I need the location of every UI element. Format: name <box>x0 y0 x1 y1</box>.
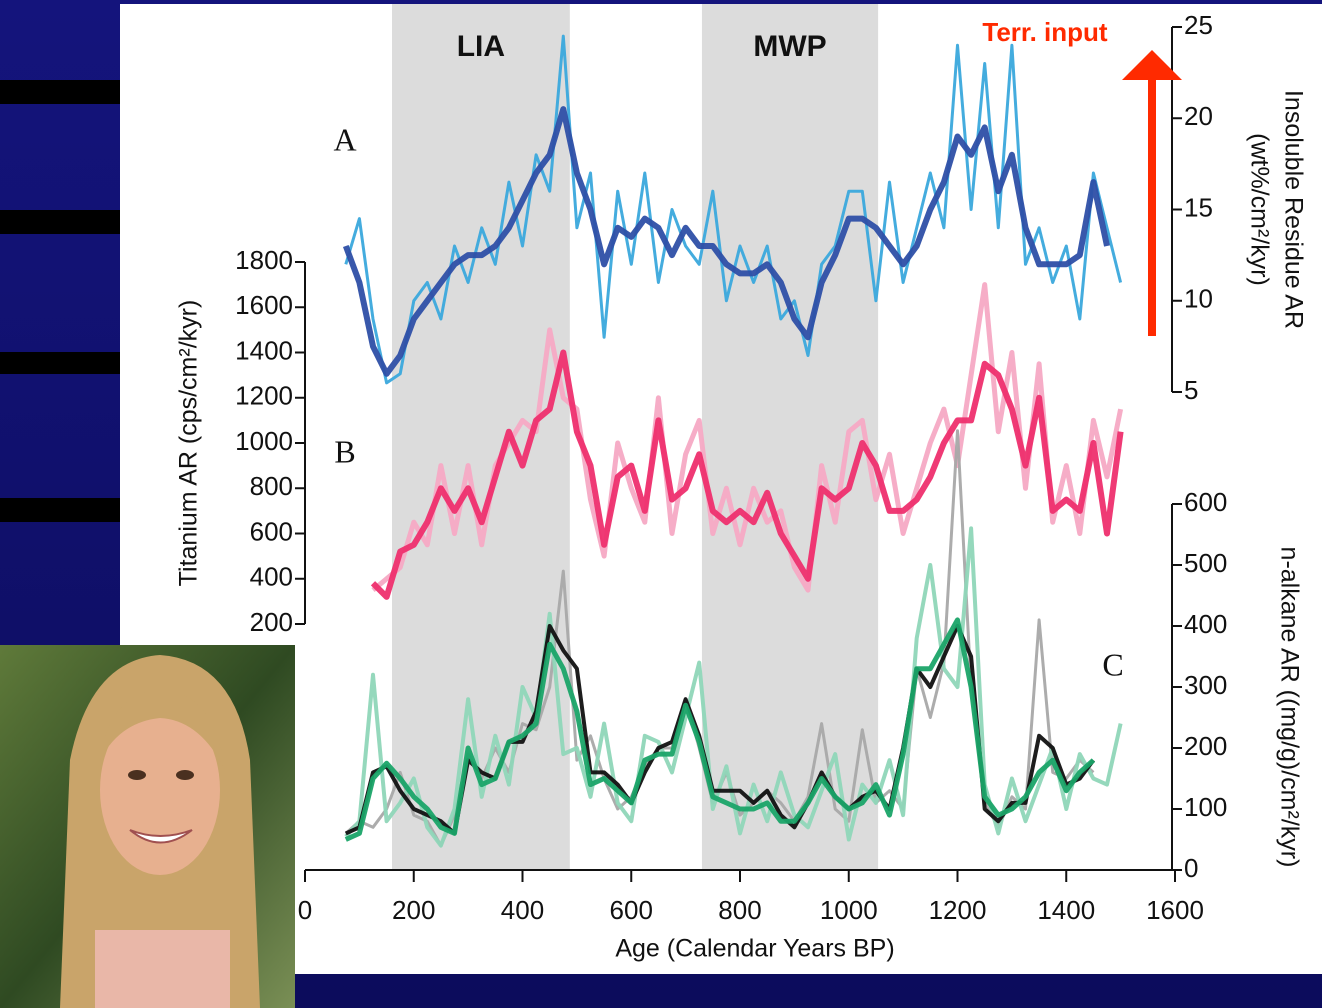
y-tick-label: 1800 <box>235 245 293 275</box>
region-label: MWP <box>753 30 826 63</box>
y-axis-label: n-alkane AR ((mg/g)/cm²/kyr) <box>1275 547 1303 868</box>
x-tick-label: 0 <box>298 895 312 925</box>
stripes <box>0 80 125 522</box>
y-tick-label: 200 <box>1184 731 1227 761</box>
y-tick-label: 800 <box>250 471 293 501</box>
shading <box>392 4 879 870</box>
panel-label: B <box>334 433 355 469</box>
data-line <box>344 624 1096 836</box>
y-tick-label: 10 <box>1184 284 1213 314</box>
data-line <box>344 617 1096 842</box>
y-tick-label: 400 <box>1184 609 1227 639</box>
y-tick-label: 1400 <box>235 335 293 365</box>
axes: LIA MWP Terr. input 5 10 15 20 25 Insoluble Resi… <box>175 10 1308 963</box>
shaded-region <box>701 4 879 870</box>
y-tick-label: 0 <box>1184 853 1198 883</box>
x-tick-label: 1600 <box>1146 895 1204 925</box>
y-tick-label: 600 <box>250 516 293 546</box>
y-tick-label: 15 <box>1184 192 1213 222</box>
region-label: LIA <box>457 30 505 63</box>
y-tick-label: 100 <box>1184 792 1227 822</box>
photo <box>0 645 295 1008</box>
x-axis-label: Age (Calendar Years BP) <box>615 935 894 963</box>
data-line <box>370 349 1124 600</box>
y-axis-label: Insoluble Residue AR <box>1279 90 1307 329</box>
data-line <box>342 106 1110 377</box>
x-tick-label: 600 <box>610 895 653 925</box>
terr-input-arrow <box>1122 50 1182 336</box>
y-tick-label: 1000 <box>235 426 293 456</box>
x-tick-label: 200 <box>392 895 435 925</box>
y-tick-label: 500 <box>1184 548 1227 578</box>
x-tick-label: 1400 <box>1037 895 1095 925</box>
x-tick-label: 1000 <box>820 895 878 925</box>
y-tick-label: 1200 <box>235 381 293 411</box>
y-tick-label: 25 <box>1184 10 1213 40</box>
y-axis-label: (wt%/cm²/kyr) <box>1245 133 1273 286</box>
panel-label: A <box>333 121 356 157</box>
x-tick-label: 400 <box>501 895 544 925</box>
x-tick-label: 1200 <box>929 895 987 925</box>
annotation: Terr. input <box>982 17 1108 47</box>
y-axis-label: Titanium AR (cps/cm²/kyr) <box>175 300 203 587</box>
y-tick-label: 600 <box>1184 487 1227 517</box>
y-tick-label: 300 <box>1184 670 1227 700</box>
x-tick-label: 800 <box>718 895 761 925</box>
panel-label: C <box>1102 646 1123 682</box>
shaded-region <box>392 4 570 870</box>
y-tick-label: 400 <box>250 562 293 592</box>
plot: LIA MWP Terr. input 5 10 15 20 25 Insoluble Resi… <box>175 4 1308 963</box>
y-tick-label: 200 <box>250 607 293 637</box>
y-tick-label: 1600 <box>235 290 293 320</box>
lines <box>342 34 1124 848</box>
y-tick-label: 20 <box>1184 101 1213 131</box>
y-tick-label: 5 <box>1184 375 1198 405</box>
